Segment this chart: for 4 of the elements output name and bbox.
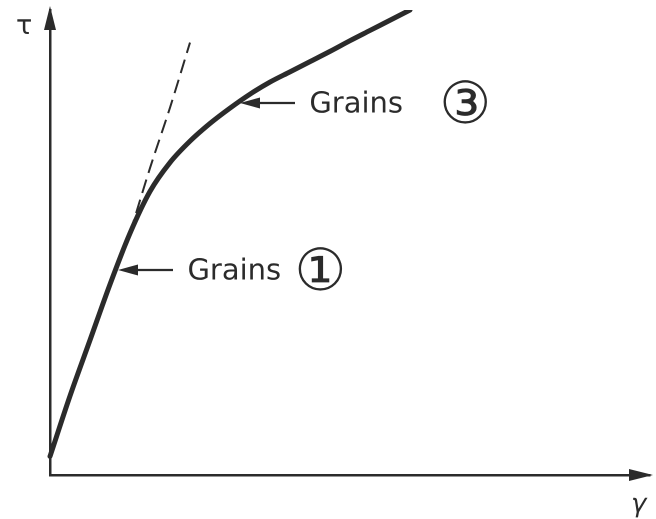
y-axis-title: τ <box>16 10 32 41</box>
x-axis-title: γ <box>631 489 646 519</box>
annotation: Grains ① <box>187 236 346 304</box>
text: Grains ③ <box>309 69 492 137</box>
